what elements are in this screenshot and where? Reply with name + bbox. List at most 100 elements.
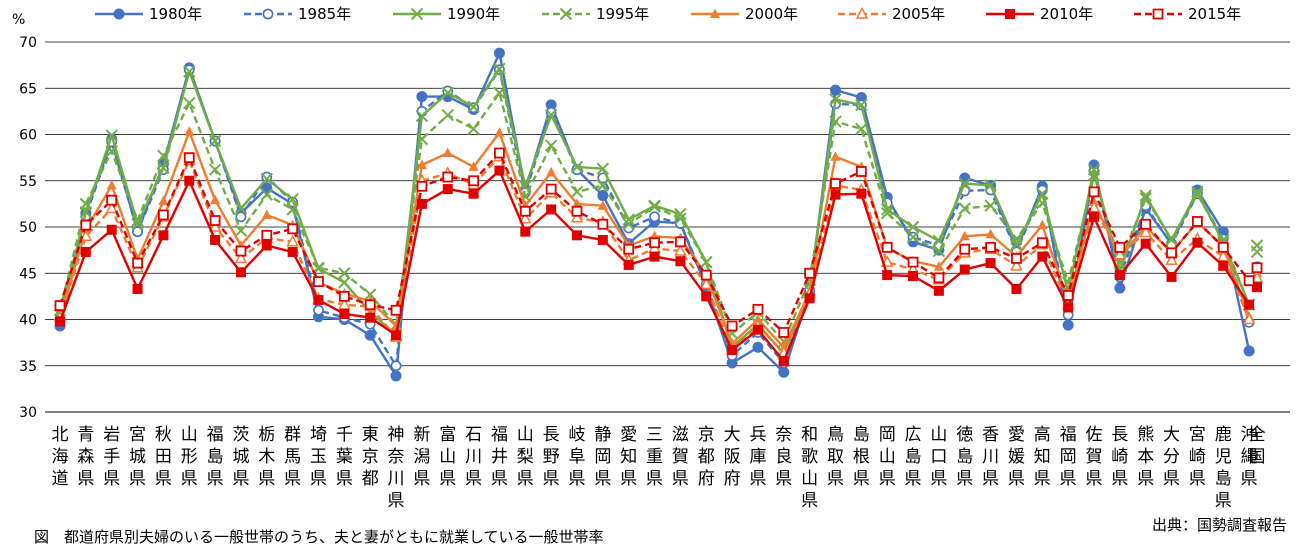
data-point	[105, 144, 118, 158]
chart-source: 出典：国勢調査報告	[1152, 516, 1287, 534]
data-point	[313, 295, 324, 306]
data-point	[113, 8, 125, 20]
data-point	[1139, 225, 1152, 238]
data-point	[519, 211, 532, 224]
data-point	[519, 205, 531, 217]
data-point	[674, 212, 687, 225]
x-tick-label: 岩手県	[103, 425, 120, 489]
data-point	[545, 183, 557, 195]
data-point	[415, 109, 429, 123]
data-point	[390, 304, 402, 316]
data-point	[700, 255, 713, 269]
data-point	[778, 366, 790, 378]
data-point	[286, 193, 299, 206]
data-point	[1252, 282, 1262, 293]
data-point	[1011, 253, 1022, 264]
x-tick-label: 山口県	[930, 425, 947, 489]
data-point	[1165, 253, 1178, 266]
data-point	[158, 230, 169, 241]
data-point	[804, 293, 815, 304]
data-point	[752, 324, 763, 335]
data-point	[105, 201, 118, 214]
data-point	[365, 312, 376, 323]
y-axis-unit-label: %	[12, 12, 25, 28]
x-tick-label: 新潟県	[413, 425, 430, 489]
data-point	[80, 219, 92, 231]
data-point	[468, 161, 479, 171]
data-point	[700, 269, 712, 281]
data-point	[958, 202, 971, 215]
data-point	[1191, 188, 1204, 201]
data-point	[1166, 271, 1177, 282]
data-point	[416, 91, 428, 103]
legend-label: 2005年	[892, 5, 945, 23]
x-tick-label: 全国	[1249, 425, 1266, 467]
x-tick-label: 静岡県	[594, 425, 611, 489]
data-point	[544, 139, 558, 152]
data-point	[1087, 163, 1101, 176]
data-point	[1087, 168, 1101, 182]
data-point	[623, 243, 635, 255]
data-point	[1036, 237, 1048, 249]
x-tick-label: 岐阜県	[569, 425, 586, 489]
data-point	[546, 166, 557, 177]
data-point	[1036, 187, 1049, 200]
data-point	[544, 108, 558, 122]
data-point	[649, 237, 660, 249]
data-point	[183, 96, 196, 110]
data-point	[1062, 319, 1074, 331]
x-tick-label: 長野県	[543, 425, 560, 489]
data-point	[210, 234, 221, 245]
data-point	[338, 297, 351, 310]
x-tick-label: 愛媛県	[1008, 425, 1025, 489]
data-point	[261, 240, 272, 251]
data-point	[209, 215, 221, 226]
data-point	[1165, 232, 1178, 246]
series-1995年	[53, 86, 1264, 348]
x-tick-label: 宮城県	[129, 425, 146, 489]
x-tick-label: 和歌山県	[801, 425, 818, 511]
data-point	[1139, 189, 1152, 202]
x-tick-label: 滋賀県	[672, 425, 689, 489]
series-layer	[53, 47, 1264, 382]
data-point	[442, 184, 453, 195]
data-point	[493, 47, 505, 59]
x-tick-label: 山梨県	[517, 425, 534, 489]
data-point	[416, 198, 427, 209]
data-point	[855, 166, 867, 177]
data-point	[1251, 262, 1263, 274]
x-tick-label: 茨城県	[232, 425, 249, 489]
data-point	[467, 100, 480, 113]
data-point	[1192, 237, 1203, 248]
data-point	[572, 230, 582, 241]
data-point	[829, 115, 842, 128]
data-point	[1010, 238, 1023, 251]
data-point	[390, 370, 402, 382]
data-point	[597, 190, 609, 202]
data-point	[339, 308, 350, 319]
x-tick-label: 富山県	[439, 425, 456, 489]
data-point	[622, 213, 635, 226]
data-point	[675, 256, 686, 267]
data-point	[390, 360, 402, 372]
data-point	[364, 299, 376, 311]
data-point	[1191, 185, 1204, 199]
legend: 1980年 1985年 1990年 1995年 2000年 2005年 2010年 2015年	[95, 5, 1241, 23]
data-point	[441, 86, 454, 100]
data-point	[416, 180, 428, 192]
legend-label: 1980年	[149, 5, 202, 23]
data-point	[675, 236, 686, 248]
data-point	[1087, 200, 1101, 213]
data-point	[235, 211, 247, 223]
data-point	[493, 86, 506, 100]
data-point	[1140, 238, 1151, 249]
data-point	[262, 8, 274, 20]
data-point	[908, 271, 919, 282]
data-point	[441, 108, 454, 122]
data-point	[1063, 302, 1074, 313]
data-point	[442, 171, 454, 183]
data-point	[700, 277, 713, 290]
data-point	[830, 178, 841, 189]
data-point	[933, 285, 944, 296]
